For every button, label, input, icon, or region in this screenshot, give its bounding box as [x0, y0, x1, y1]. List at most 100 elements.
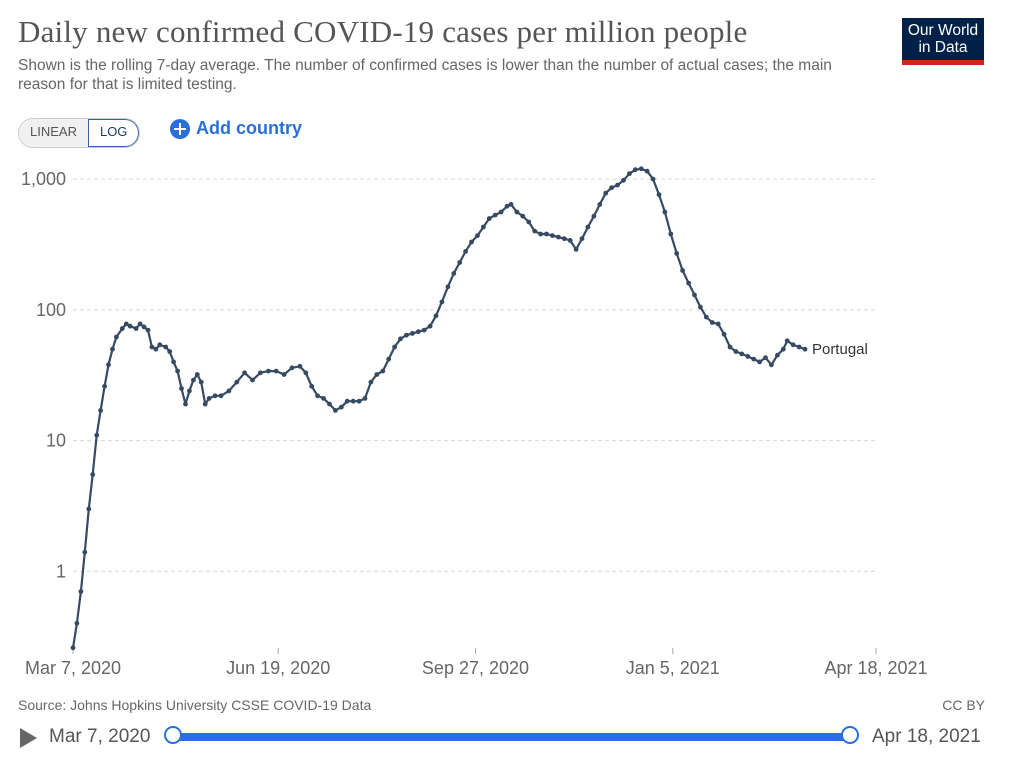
data-point — [70, 645, 76, 651]
data-point — [157, 342, 163, 348]
data-point — [715, 321, 721, 327]
data-point — [469, 239, 474, 245]
series-line-portugal[interactable] — [71, 167, 806, 648]
data-point — [297, 363, 303, 369]
x-axis-ticks: Mar 7, 2020 Jun 19, 2020 Sep 27, 2020 Jan 5… — [25, 648, 928, 678]
line-chart: 1 10 100 1,000 Mar 7, 2020 Jun 19, 2020 Sep 2… — [21, 166, 928, 678]
data-point — [356, 398, 362, 404]
data-point — [183, 401, 188, 407]
data-point — [102, 383, 107, 389]
data-point — [674, 251, 680, 256]
data-point — [198, 379, 204, 385]
data-point — [421, 327, 427, 333]
data-point — [498, 209, 504, 215]
data-point — [171, 359, 177, 365]
data-point — [250, 377, 255, 383]
plus-circle-icon — [170, 118, 190, 139]
data-point — [686, 280, 691, 286]
data-point — [415, 329, 421, 335]
data-point — [141, 324, 147, 330]
data-point — [802, 346, 808, 352]
timeline-track[interactable] — [174, 733, 850, 741]
data-point — [457, 260, 463, 265]
data-point — [632, 167, 638, 173]
play-icon[interactable] — [20, 728, 37, 748]
x-tick-label: Sep 27, 2020 — [422, 658, 529, 678]
data-point — [344, 398, 350, 404]
data-point — [368, 379, 374, 385]
license-label[interactable]: CC BY — [942, 697, 985, 713]
log-scale-button[interactable]: LOG — [87, 119, 140, 147]
data-point — [615, 182, 620, 188]
data-point — [745, 354, 751, 359]
data-point — [163, 344, 169, 350]
data-point — [114, 334, 119, 340]
owid-logo[interactable]: Our World in Data — [902, 18, 984, 65]
data-point — [127, 323, 133, 329]
data-point — [638, 166, 644, 172]
data-point — [451, 271, 457, 276]
linear-scale-button[interactable]: LINEAR — [19, 119, 88, 147]
data-point — [374, 372, 380, 377]
data-point — [709, 320, 715, 325]
data-point — [167, 349, 173, 354]
data-point — [609, 185, 614, 191]
data-point — [380, 368, 386, 374]
data-point — [662, 209, 668, 215]
series-layer: Portugal — [70, 166, 868, 651]
add-country-button[interactable]: Add country — [170, 118, 302, 139]
data-point — [309, 383, 315, 389]
x-tick-label: Apr 18, 2021 — [824, 658, 927, 678]
x-tick-label: Mar 7, 2020 — [25, 658, 121, 678]
data-point — [187, 388, 192, 394]
data-point — [627, 171, 632, 177]
data-point — [90, 472, 96, 477]
data-point — [680, 268, 685, 273]
data-point — [475, 233, 480, 238]
data-point — [597, 202, 603, 207]
data-point — [721, 331, 727, 337]
data-point — [757, 359, 762, 365]
data-point — [692, 292, 697, 298]
data-point — [790, 342, 796, 348]
data-point — [751, 356, 757, 362]
data-point — [573, 247, 579, 252]
data-point — [508, 202, 514, 207]
timeline-end-handle[interactable] — [841, 726, 859, 744]
data-point — [338, 404, 344, 410]
data-point — [433, 313, 439, 319]
data-point — [504, 203, 510, 209]
series-label-portugal: Portugal — [812, 341, 868, 358]
data-point — [333, 408, 338, 413]
data-point — [410, 331, 415, 336]
data-point — [218, 393, 224, 399]
data-point — [133, 326, 139, 331]
x-tick-label: Jun 19, 2020 — [226, 658, 330, 678]
data-point — [486, 216, 492, 221]
data-point — [796, 344, 802, 350]
data-point — [538, 231, 543, 237]
data-point — [621, 177, 626, 183]
chart-title: Daily new confirmed COVID-19 cases per m… — [18, 14, 748, 49]
data-point — [775, 352, 780, 358]
source-note[interactable]: Source: Johns Hopkins University CSSE CO… — [18, 697, 372, 713]
data-point — [561, 236, 567, 242]
data-point — [123, 321, 129, 327]
data-point — [532, 228, 538, 234]
data-point — [179, 386, 184, 391]
data-point — [303, 370, 309, 376]
data-point — [698, 304, 703, 310]
logo-line-2: in Data — [918, 39, 968, 56]
x-tick-label: Jan 5, 2021 — [626, 658, 720, 678]
data-point — [520, 213, 526, 219]
data-point — [362, 396, 368, 401]
data-point — [579, 236, 585, 242]
data-point — [763, 355, 768, 361]
data-point — [463, 249, 468, 254]
timeline-start-handle[interactable] — [164, 726, 182, 744]
data-point — [585, 224, 591, 230]
data-point — [392, 344, 397, 350]
data-point — [106, 362, 111, 368]
data-point — [281, 372, 287, 377]
data-point — [703, 314, 709, 320]
